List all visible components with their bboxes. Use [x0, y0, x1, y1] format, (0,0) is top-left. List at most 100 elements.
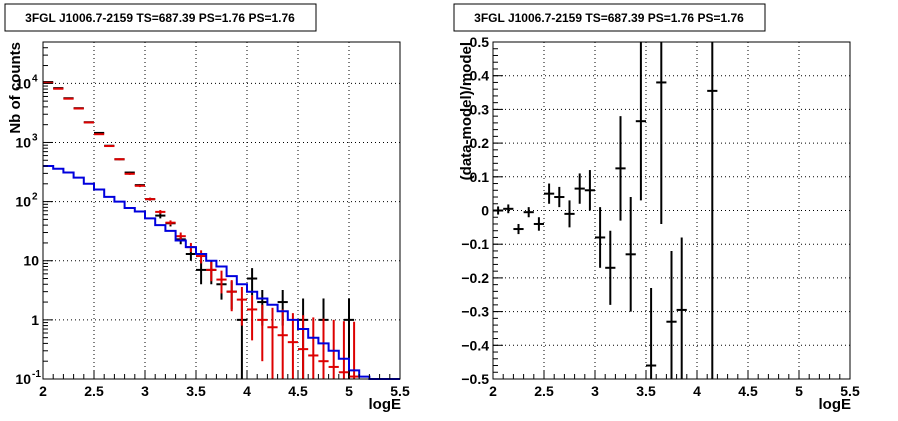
- model-point: [277, 309, 288, 379]
- y-tick-label: −0.5: [461, 371, 489, 387]
- x-tick-label: 2: [39, 383, 47, 399]
- y-tick-label: −0.3: [461, 304, 489, 320]
- residual-plot: [493, 42, 718, 379]
- y-tick-label: 0.1: [470, 169, 490, 185]
- y-tick-label: 10: [23, 253, 39, 269]
- model-point: [63, 97, 74, 100]
- model-point: [216, 270, 227, 294]
- residual-title: 3FGL J1006.7-2159 TS=687.39 PS=1.76 PS=1…: [474, 11, 744, 25]
- counts-frame: [42, 41, 401, 380]
- data-point: [544, 183, 555, 204]
- model-point: [257, 304, 268, 362]
- y-tick-label: 0.3: [470, 101, 490, 117]
- y-tick-exponent: 4: [32, 73, 38, 84]
- y-tick-label: −0.4: [461, 337, 489, 353]
- model-point: [236, 286, 247, 326]
- y-tick-label: −0.2: [461, 270, 489, 286]
- model-point: [94, 133, 105, 136]
- x-tick-label: 2: [489, 383, 497, 399]
- x-tick-label: 5.5: [840, 383, 860, 399]
- residual-grid: [493, 42, 850, 379]
- y-tick-label: −0.1: [461, 236, 489, 252]
- x-tick-label: 5: [795, 383, 803, 399]
- y-tick-label: 10: [15, 75, 31, 91]
- data-point: [666, 250, 677, 379]
- data-point: [676, 237, 687, 379]
- y-tick-exponent: -1: [32, 369, 41, 380]
- model-point: [196, 250, 207, 264]
- model-point: [114, 158, 125, 161]
- x-tick-label: 4: [693, 383, 701, 399]
- y-tick-label: 0.5: [470, 34, 490, 50]
- model-point: [155, 210, 166, 214]
- x-tick-label: 5: [345, 383, 353, 399]
- data-point: [564, 200, 575, 228]
- y-tick-label: 1: [31, 312, 39, 328]
- counts-plot: [43, 81, 400, 380]
- counts-xlabel: logE: [369, 396, 402, 413]
- data-point: [196, 260, 207, 285]
- x-tick-label: 2.5: [534, 383, 554, 399]
- data-point: [503, 204, 514, 214]
- counts-title-box: [4, 3, 317, 32]
- y-tick-exponent: 3: [32, 132, 38, 143]
- model-point: [298, 315, 309, 379]
- residual-xlabel: logE: [819, 396, 852, 413]
- x-tick-label: 4: [243, 383, 251, 399]
- model-point: [287, 313, 298, 379]
- data-point: [554, 186, 565, 208]
- model-point: [124, 172, 135, 175]
- model-point: [206, 262, 217, 282]
- y-tick-label: 10: [15, 371, 31, 387]
- model-point: [53, 87, 64, 90]
- data-point: [595, 207, 606, 268]
- data-point: [707, 42, 718, 379]
- model-point: [308, 317, 319, 379]
- x-tick-label: 4.5: [738, 383, 758, 399]
- residual-panel: 3FGL J1006.7-2159 TS=687.39 PS=1.76 PS=1…: [453, 3, 860, 413]
- model-point: [328, 319, 339, 379]
- y-tick-exponent: 2: [32, 192, 38, 203]
- y-tick-label: 10: [15, 134, 31, 150]
- model-point: [247, 295, 258, 341]
- residual-ylabel: (data-model)/model: [458, 42, 475, 180]
- data-point: [155, 213, 166, 219]
- data-point: [513, 223, 524, 235]
- model-point: [318, 318, 329, 379]
- data-point: [625, 197, 636, 312]
- model-point: [165, 220, 176, 226]
- data-point: [615, 116, 626, 221]
- y-tick-label: 0.4: [470, 68, 490, 84]
- counts-title: 3FGL J1006.7-2159 TS=687.39 PS=1.76 PS=1…: [25, 11, 295, 25]
- source-step-line: [43, 165, 400, 380]
- counts-panel: 3FGL J1006.7-2159 TS=687.39 PS=1.76 PS=1…: [4, 3, 410, 413]
- residual-ticks: 2 2.5 3 3.5 4 4.5 5 5.5 −0.5 −0.4 −0.3 −0.2 −0.1 0 0.1…: [461, 34, 860, 399]
- model-point: [134, 184, 145, 188]
- data-point: [646, 288, 657, 379]
- model-point: [226, 280, 237, 312]
- data-point: [635, 42, 646, 201]
- data-point: [574, 173, 585, 204]
- counts-ylabel: Nb of counts: [7, 42, 24, 134]
- data-point: [533, 217, 544, 231]
- x-tick-label: 3.5: [636, 383, 656, 399]
- y-tick-label: 10: [15, 194, 31, 210]
- model-point: [73, 107, 84, 110]
- model-point: [267, 307, 278, 379]
- counts-grid: [43, 42, 400, 379]
- data-point: [584, 170, 595, 211]
- x-tick-label: 5.5: [390, 383, 410, 399]
- x-tick-label: 2.5: [84, 383, 104, 399]
- x-tick-label: 3: [591, 383, 599, 399]
- data-point: [605, 230, 616, 305]
- x-tick-label: 3.5: [186, 383, 206, 399]
- data-point: [523, 207, 534, 218]
- model-point: [338, 321, 349, 379]
- model-point: [104, 145, 115, 148]
- model-point: [83, 121, 94, 124]
- model-point: [175, 232, 186, 241]
- x-tick-label: 3: [141, 383, 149, 399]
- y-tick-label: 0.2: [470, 135, 490, 151]
